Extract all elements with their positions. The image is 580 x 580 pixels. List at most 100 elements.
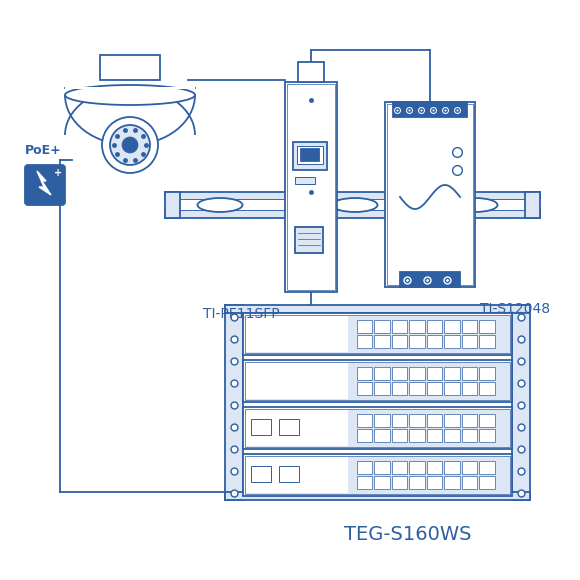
Bar	[393, 102, 467, 117]
Text: PoE+: PoE+	[25, 144, 61, 157]
Bar	[375, 414, 390, 427]
Bar	[357, 414, 372, 427]
Bar	[480, 367, 495, 380]
Bar	[444, 367, 460, 380]
Circle shape	[122, 137, 138, 153]
Bar	[245, 362, 510, 400]
Bar	[427, 461, 443, 474]
Bar	[295, 177, 315, 184]
Bar	[480, 320, 495, 333]
Bar	[512, 305, 530, 500]
Bar	[375, 367, 390, 380]
Bar	[462, 429, 477, 442]
Bar	[462, 335, 477, 348]
Bar	[480, 429, 495, 442]
Bar	[375, 429, 390, 442]
Bar	[165, 192, 180, 218]
Bar	[427, 335, 443, 348]
Bar	[295, 227, 323, 253]
Bar	[251, 466, 271, 482]
Bar	[400, 272, 460, 287]
Bar	[279, 419, 299, 435]
Bar	[100, 55, 160, 80]
Bar	[298, 62, 324, 82]
Bar	[392, 367, 407, 380]
Bar	[480, 414, 495, 427]
Bar	[462, 367, 477, 380]
Bar	[392, 429, 407, 442]
Bar	[225, 305, 243, 500]
Bar	[375, 320, 390, 333]
Bar	[225, 305, 530, 313]
Bar	[243, 454, 512, 496]
Bar	[444, 335, 460, 348]
Bar	[357, 476, 372, 489]
Bar	[392, 320, 407, 333]
Bar	[246, 363, 348, 399]
Bar	[392, 476, 407, 489]
Bar	[287, 84, 335, 290]
Bar	[525, 192, 540, 218]
Polygon shape	[37, 171, 51, 195]
Bar	[444, 461, 460, 474]
Bar	[462, 476, 477, 489]
Bar	[444, 320, 460, 333]
Bar	[293, 142, 327, 170]
Bar	[357, 367, 372, 380]
Bar	[427, 429, 443, 442]
Bar	[246, 457, 348, 493]
Bar	[392, 414, 407, 427]
Text: +: +	[54, 168, 62, 178]
Bar	[427, 382, 443, 395]
Bar	[375, 382, 390, 395]
Text: TI-PF11SFP: TI-PF11SFP	[204, 307, 280, 321]
Bar	[480, 335, 495, 348]
Bar	[251, 419, 271, 435]
Bar	[462, 461, 477, 474]
Bar	[245, 315, 510, 353]
Bar	[409, 461, 425, 474]
Bar	[246, 316, 348, 352]
Bar	[409, 414, 425, 427]
Text: TI-S12048: TI-S12048	[480, 302, 550, 316]
Bar	[279, 466, 299, 482]
Bar	[480, 382, 495, 395]
Bar	[427, 320, 443, 333]
Circle shape	[110, 125, 150, 165]
Bar	[243, 407, 512, 449]
Bar	[65, 86, 195, 89]
Ellipse shape	[198, 198, 242, 212]
Bar	[392, 335, 407, 348]
Bar	[357, 320, 372, 333]
Bar	[387, 104, 473, 285]
Bar	[409, 335, 425, 348]
Circle shape	[102, 117, 158, 173]
Bar	[245, 456, 510, 494]
Bar	[409, 476, 425, 489]
Bar	[444, 429, 460, 442]
Ellipse shape	[452, 198, 498, 212]
Bar	[357, 429, 372, 442]
Bar	[444, 476, 460, 489]
Bar	[444, 414, 460, 427]
Bar	[427, 476, 443, 489]
Bar	[392, 461, 407, 474]
Ellipse shape	[332, 198, 378, 212]
Bar	[375, 476, 390, 489]
Bar	[409, 429, 425, 442]
Bar	[246, 410, 348, 446]
Bar	[243, 360, 512, 402]
Bar	[480, 476, 495, 489]
Bar	[385, 102, 475, 287]
Bar	[165, 192, 540, 200]
Bar	[357, 335, 372, 348]
Bar	[375, 461, 390, 474]
Bar	[165, 200, 540, 210]
Bar	[444, 382, 460, 395]
Bar	[392, 382, 407, 395]
Bar	[409, 320, 425, 333]
Bar	[427, 414, 443, 427]
Bar	[225, 492, 530, 500]
Bar	[245, 409, 510, 447]
Bar	[375, 335, 390, 348]
